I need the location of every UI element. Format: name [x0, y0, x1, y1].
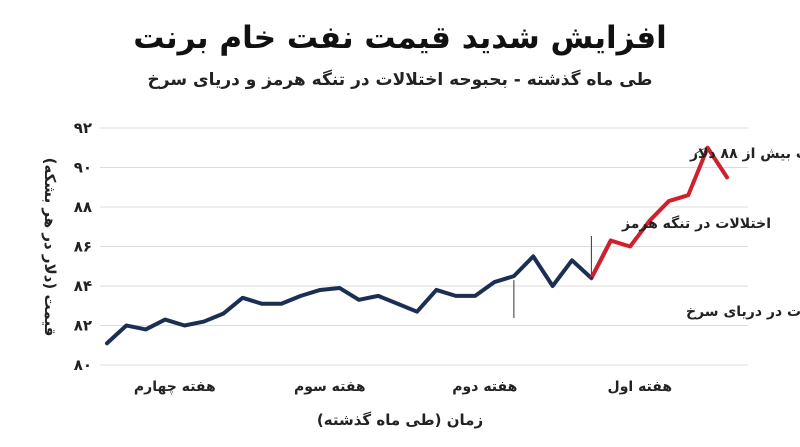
x-tick-label: هفته چهارم	[134, 379, 216, 395]
data-point	[124, 324, 128, 327]
data-point	[221, 312, 225, 316]
y-tick-label: ۹۲	[74, 119, 92, 137]
y-tick-label: ۸۰	[74, 356, 92, 374]
y-tick-label: ۸۴	[74, 277, 92, 295]
data-point	[609, 239, 613, 243]
data-point	[183, 324, 186, 327]
data-point	[434, 288, 438, 292]
series-line-red	[589, 145, 729, 281]
y-tick-label: ۸۲	[74, 317, 92, 335]
y-tick-label: ۸۶	[74, 238, 92, 256]
data-point	[144, 327, 148, 331]
data-point	[338, 286, 341, 290]
data-point	[415, 310, 419, 314]
data-point	[531, 254, 535, 258]
x-tick-label: هفته سوم	[294, 379, 366, 395]
data-point	[473, 294, 477, 298]
data-point	[551, 284, 555, 288]
data-point	[493, 280, 496, 284]
data-point	[667, 199, 671, 203]
annotation-leader	[694, 148, 704, 155]
data-point	[512, 274, 516, 278]
series-line-blue	[105, 238, 613, 346]
annotation-hormuz: اختلالات در تنگه هرمز	[621, 215, 771, 232]
data-point	[706, 146, 710, 150]
data-point	[570, 258, 574, 262]
y-axis-label: قیمت (دلار در هر بشکه)	[41, 158, 59, 337]
annotation-peak: اوج قیمت بیش از ۸۸ دلار	[689, 146, 800, 162]
data-point	[318, 288, 322, 292]
data-point	[454, 294, 458, 298]
data-point	[260, 302, 264, 306]
data-point	[589, 276, 593, 280]
data-point	[725, 175, 729, 179]
data-point	[299, 294, 303, 298]
data-point	[202, 320, 206, 324]
x-axis-label: زمان (طی ماه گذشته)	[317, 411, 483, 429]
data-point	[105, 341, 109, 345]
data-point	[686, 193, 690, 197]
data-point	[357, 298, 361, 302]
x-tick-label: هفته اول	[608, 379, 673, 395]
y-tick-label: ۹۰	[74, 159, 92, 177]
x-tick-label: هفته دوم	[452, 379, 517, 395]
data-point	[648, 219, 651, 223]
data-point	[396, 302, 400, 306]
data-point	[241, 296, 245, 300]
data-point	[628, 245, 632, 248]
data-point	[163, 318, 167, 322]
annotation-red-sea: اختلالات در دریای سرخ	[686, 304, 800, 320]
data-point	[376, 294, 380, 298]
chart-subtitle: طی ماه گذشته - بحبوحه اختلالات در تنگه ه…	[147, 70, 653, 90]
data-point	[279, 302, 283, 306]
y-tick-label: ۸۸	[74, 198, 92, 216]
chart-title: افزایش شدید قیمت نفت خام برنت	[133, 20, 667, 56]
